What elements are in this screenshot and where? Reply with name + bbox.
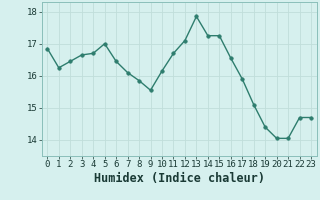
X-axis label: Humidex (Indice chaleur): Humidex (Indice chaleur) [94, 172, 265, 185]
